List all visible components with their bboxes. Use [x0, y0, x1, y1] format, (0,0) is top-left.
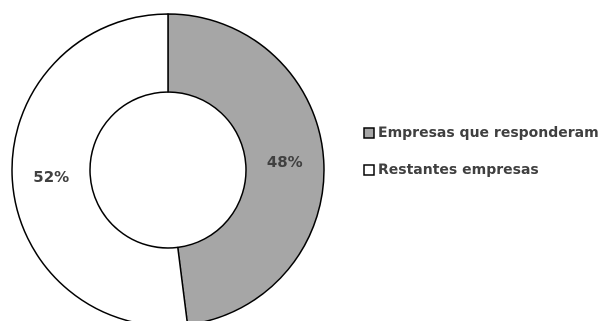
legend: Empresas que responderam Restantes empres…: [363, 125, 599, 178]
donut-slice-2: [11, 13, 188, 321]
legend-label-2: Restantes empresas: [378, 162, 539, 178]
slice-value-label-1: 48%: [267, 153, 303, 171]
legend-swatch-1: [363, 127, 375, 139]
donut-slice-1: [167, 13, 325, 321]
donut-slices: [11, 13, 325, 321]
slice-labels: 48% 52%: [33, 153, 302, 186]
slice-value-label-2: 52%: [33, 168, 69, 186]
legend-label-1: Empresas que responderam: [378, 125, 599, 141]
legend-swatch-2: [363, 164, 375, 176]
